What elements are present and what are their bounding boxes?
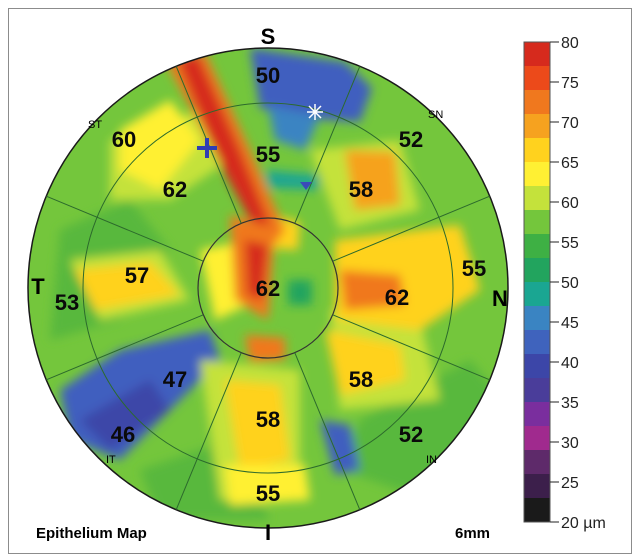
value-inner-inferonasal: 58	[349, 367, 373, 392]
scale-tick-label: 20 µm	[561, 515, 606, 532]
scale-color-block	[524, 42, 550, 67]
value-outer-superior: 50	[256, 63, 280, 88]
orientation-nasal: N	[492, 286, 508, 311]
value-inner-inferior: 58	[256, 407, 280, 432]
value-outer-nasal: 55	[462, 256, 486, 281]
scale-color-block	[524, 282, 550, 307]
scale-tick-label: 60	[561, 195, 579, 212]
vertex-marker	[300, 182, 312, 190]
sector-label-superotemporal: ST	[88, 119, 102, 131]
scale-color-block	[524, 402, 550, 427]
scale-color-block	[524, 66, 550, 91]
scale-color-block	[524, 90, 550, 115]
orientation-inferior: I	[265, 520, 271, 545]
sector-label-inferotemporal: IT	[106, 454, 116, 466]
scale-color-block	[524, 186, 550, 211]
scale-color-block	[524, 210, 550, 235]
value-inner-superior: 55	[256, 142, 280, 167]
pupil-center-cross-marker	[197, 138, 217, 158]
scale-color-block	[524, 162, 550, 187]
scale-tick-label: 65	[561, 155, 579, 172]
scale-tick-label: 25	[561, 475, 579, 492]
value-outer-inferior: 55	[256, 481, 280, 506]
value-outer-inferotemporal: 46	[111, 422, 135, 447]
scale-tick-label: 35	[561, 395, 579, 412]
scale-tick-label: 55	[561, 235, 579, 252]
scale-color-block	[524, 426, 550, 451]
thickness-color-scale: 80 75 70 65 60 55 50 45 40 35 30 25 20 µm	[523, 35, 606, 532]
value-inner-superotemporal: 62	[163, 177, 187, 202]
value-outer-superonasal: 52	[399, 127, 423, 152]
sector-divider-line	[175, 352, 242, 510]
value-inner-inferotemporal: 47	[163, 367, 187, 392]
sector-divider-line	[294, 352, 361, 510]
scale-color-block	[524, 138, 550, 163]
sector-label-inferonasal: IN	[426, 454, 437, 466]
value-inner-nasal: 62	[385, 285, 409, 310]
scale-color-block	[524, 354, 550, 379]
sector-divider-line	[294, 66, 361, 224]
zone-values: 62 55 58 62 58 58 47 57 62 50 52 55 52 5…	[55, 63, 486, 506]
scale-tick-label: 50	[561, 275, 579, 292]
value-outer-superotemporal: 60	[112, 127, 136, 152]
scale-color-block	[524, 330, 550, 355]
scale-tick-label: 40	[561, 355, 579, 372]
scale-tick-label: 75	[561, 75, 579, 92]
map-title: Epithelium Map	[36, 525, 147, 542]
scale-tick-label: 45	[561, 315, 579, 332]
scale-tick-label: 30	[561, 435, 579, 452]
sector-divider-line	[46, 314, 204, 381]
scale-color-block	[524, 498, 550, 523]
scale-tick-label: 70	[561, 115, 579, 132]
scale-tick-label: 80	[561, 35, 579, 52]
value-central: 62	[256, 276, 280, 301]
scale-color-block	[524, 378, 550, 403]
value-outer-temporal: 53	[55, 290, 79, 315]
scan-size-label: 6mm	[455, 525, 490, 542]
sector-label-superonasal: SN	[428, 109, 443, 121]
scale-color-block	[524, 114, 550, 139]
value-inner-superonasal: 58	[349, 177, 373, 202]
sector-divider-line	[332, 195, 490, 262]
scale-color-block	[524, 474, 550, 499]
superior-star-marker	[307, 104, 323, 120]
scale-color-block	[524, 258, 550, 283]
orientation-temporal: T	[31, 274, 45, 299]
value-inner-temporal: 57	[125, 263, 149, 288]
scale-color-block	[524, 450, 550, 475]
orientation-superior: S	[261, 24, 276, 49]
scale-color-block	[524, 306, 550, 331]
value-outer-inferonasal: 52	[399, 422, 423, 447]
scale-color-block	[524, 234, 550, 259]
sector-divider-line	[332, 314, 490, 381]
sector-divider-line	[46, 195, 204, 262]
